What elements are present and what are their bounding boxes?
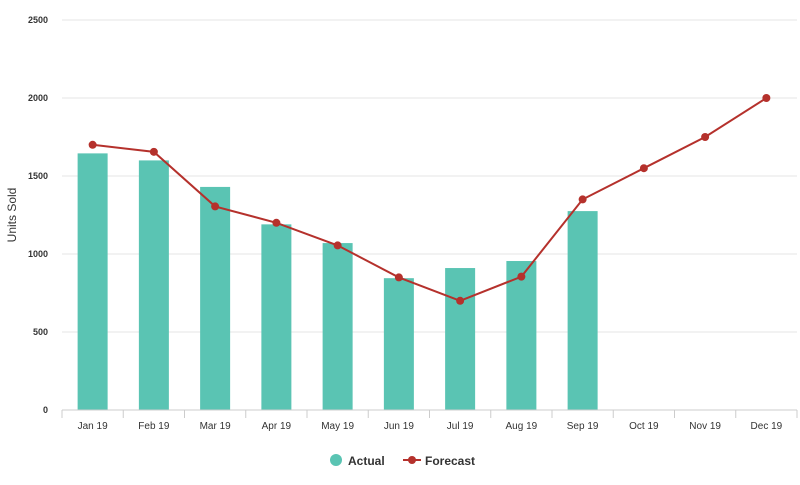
point-forecast-may-19[interactable] bbox=[333, 241, 342, 250]
legend-label-actual: Actual bbox=[348, 454, 385, 468]
legend-marker-forecast-dot bbox=[408, 456, 416, 464]
y-tick-label: 1000 bbox=[28, 249, 48, 259]
point-forecast-sep-19[interactable] bbox=[578, 195, 587, 204]
point-forecast-nov-19[interactable] bbox=[701, 133, 710, 141]
bar-actual-jun-19[interactable] bbox=[383, 278, 414, 410]
x-tick-label: Jun 19 bbox=[384, 421, 414, 432]
point-forecast-jun-19[interactable] bbox=[394, 273, 403, 282]
bar-actual-aug-19[interactable] bbox=[506, 261, 537, 410]
bar-actual-may-19[interactable] bbox=[322, 243, 353, 410]
x-tick-label: Oct 19 bbox=[629, 421, 659, 432]
line-series-forecast bbox=[88, 94, 771, 305]
y-tick-label: 500 bbox=[33, 327, 48, 337]
point-forecast-feb-19[interactable] bbox=[149, 147, 158, 156]
bar-series-actual bbox=[77, 153, 598, 410]
point-forecast-aug-19[interactable] bbox=[517, 272, 526, 281]
bar-actual-jul-19[interactable] bbox=[445, 268, 476, 410]
y-tick-label: 2000 bbox=[28, 93, 48, 103]
legend-label-forecast: Forecast bbox=[425, 454, 475, 468]
point-forecast-dec-19[interactable] bbox=[762, 94, 771, 102]
legend: Actual Forecast bbox=[330, 454, 475, 468]
x-tick-label: Apr 19 bbox=[262, 421, 292, 432]
y-tick-label: 1500 bbox=[28, 171, 48, 181]
point-forecast-apr-19[interactable] bbox=[272, 218, 281, 227]
legend-marker-actual bbox=[330, 454, 342, 466]
point-forecast-mar-19[interactable] bbox=[211, 202, 220, 211]
point-forecast-jan-19[interactable] bbox=[88, 140, 97, 149]
x-tick-label: Jan 19 bbox=[78, 421, 108, 432]
legend-item-forecast[interactable]: Forecast bbox=[403, 454, 475, 468]
y-axis-label: Units Sold bbox=[5, 188, 19, 243]
x-tick-label: Mar 19 bbox=[200, 421, 232, 432]
legend-item-actual[interactable]: Actual bbox=[330, 454, 385, 468]
x-tick-label: Jul 19 bbox=[447, 421, 474, 432]
point-forecast-oct-19[interactable] bbox=[639, 164, 648, 173]
x-axis: Jan 19 Feb 19 Mar 19 Apr 19 May 19 Jun 19 Jul … bbox=[61, 409, 798, 432]
y-tick-label: 2500 bbox=[28, 15, 48, 25]
y-axis-ticks: 0 500 1000 1500 2000 2500 bbox=[28, 15, 48, 415]
bar-actual-sep-19[interactable] bbox=[567, 211, 598, 410]
x-tick-label: May 19 bbox=[321, 421, 354, 432]
y-tick-label: 0 bbox=[43, 405, 48, 415]
bar-actual-jan-19[interactable] bbox=[77, 153, 108, 410]
x-tick-label: Dec 19 bbox=[751, 421, 783, 432]
x-tick-label: Sep 19 bbox=[567, 421, 599, 432]
x-tick-label: Aug 19 bbox=[506, 421, 538, 432]
bar-actual-mar-19[interactable] bbox=[200, 186, 231, 410]
grid-lines bbox=[62, 19, 797, 411]
x-tick-label: Nov 19 bbox=[689, 421, 721, 432]
point-forecast-jul-19[interactable] bbox=[456, 296, 465, 305]
bar-actual-feb-19[interactable] bbox=[138, 160, 169, 410]
x-tick-label: Feb 19 bbox=[138, 421, 170, 432]
forecast-line bbox=[92, 97, 767, 302]
bar-actual-apr-19[interactable] bbox=[261, 224, 292, 410]
